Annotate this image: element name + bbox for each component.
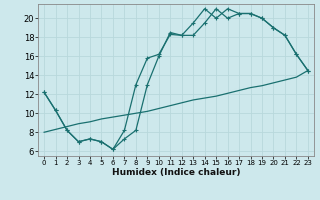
X-axis label: Humidex (Indice chaleur): Humidex (Indice chaleur) bbox=[112, 168, 240, 177]
